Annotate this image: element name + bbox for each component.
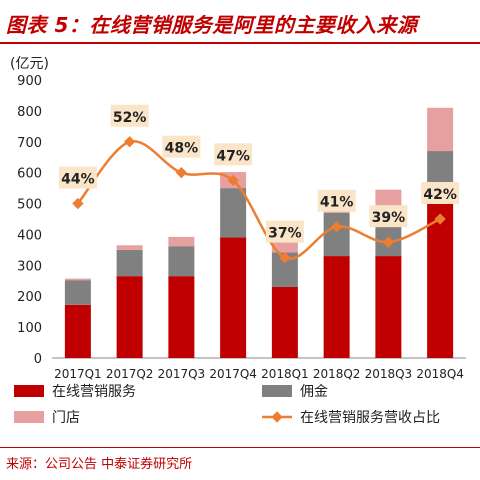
x-tick-label: 2018Q3 xyxy=(365,367,413,381)
x-tick-label: 2018Q4 xyxy=(416,367,464,381)
legend-store-swatch xyxy=(14,411,44,423)
bar-online-marketing xyxy=(375,256,402,358)
bar-store xyxy=(116,245,143,250)
y-axis-unit-label: (亿元) xyxy=(10,56,49,72)
ratio-label-bg xyxy=(162,135,201,158)
bar-commission xyxy=(220,188,247,238)
ratio-point xyxy=(434,213,446,225)
footer-divider xyxy=(0,447,480,448)
y-tick-label: 200 xyxy=(17,290,42,305)
ratio-point xyxy=(123,136,136,148)
y-tick-label: 0 xyxy=(34,352,42,367)
ratio-data-label: 37% xyxy=(268,226,302,242)
source-note: 来源：公司公告 中泰证券研究所 xyxy=(6,457,193,472)
ratio-data-label: 52% xyxy=(113,110,147,126)
ratio-label-bg xyxy=(317,189,356,212)
y-tick-label: 100 xyxy=(17,321,42,336)
y-tick-label: 900 xyxy=(17,74,42,89)
x-tick-label: 2017Q1 xyxy=(54,367,102,381)
y-tick-label: 400 xyxy=(17,228,42,243)
legend-online-marketing-label: 在线营销服务 xyxy=(52,384,136,400)
ratio-point xyxy=(279,251,291,264)
ratio-data-label: 47% xyxy=(216,148,250,164)
ratio-data-label: 48% xyxy=(165,141,199,157)
chart: (亿元) 0 100 200 300 400 500 600 700 800 900 2017Q1 20… xyxy=(10,56,466,426)
ratio-point xyxy=(175,167,188,179)
x-tick-label: 2017Q4 xyxy=(209,367,257,381)
legend-online-marketing-swatch xyxy=(14,385,44,397)
ratio-point xyxy=(382,236,395,248)
bar-store xyxy=(168,236,195,247)
y-tick-label: 300 xyxy=(17,259,42,274)
ratio-label-bg xyxy=(421,182,460,204)
x-tick-label: 2018Q2 xyxy=(313,367,361,381)
y-tick-label: 700 xyxy=(17,136,42,151)
ratio-label-bg xyxy=(265,220,304,243)
ratio-label-bg xyxy=(110,104,149,127)
bar-store xyxy=(427,107,454,152)
chart-title: 图表 5：在线营销服务是阿里的主要收入来源 xyxy=(6,13,418,37)
ratio-label-bg xyxy=(58,166,97,189)
y-tick-label: 800 xyxy=(17,105,42,120)
bar-online-marketing xyxy=(220,237,247,358)
x-tick-label: 2017Q3 xyxy=(158,367,206,381)
bar-online-marketing xyxy=(116,276,143,358)
bar-online-marketing xyxy=(323,256,350,358)
ratio-data-label: 41% xyxy=(320,195,354,211)
ratio-data-label: 44% xyxy=(61,172,95,188)
bar-online-marketing xyxy=(427,203,454,358)
legend-store-label: 门店 xyxy=(52,410,80,426)
bar-store xyxy=(64,278,91,281)
legend-commission-label: 佣金 xyxy=(300,384,328,400)
legend-ratio-marker xyxy=(271,411,283,423)
ratio-point xyxy=(330,221,343,233)
y-tick-label: 600 xyxy=(17,167,42,182)
title-bar: 图表 5：在线营销服务是阿里的主要收入来源 xyxy=(0,0,480,44)
x-tick-label: 2017Q2 xyxy=(106,367,154,381)
ratio-data-label: 39% xyxy=(372,210,406,226)
bar-commission xyxy=(64,280,91,305)
legend-commission-swatch xyxy=(262,385,292,397)
bar-commission xyxy=(323,212,350,257)
bar-online-marketing xyxy=(271,286,298,358)
ratio-data-label: 42% xyxy=(423,187,457,203)
bar-commission xyxy=(116,249,143,277)
x-tick-label: 2018Q1 xyxy=(261,367,309,381)
bar-online-marketing xyxy=(168,276,195,358)
legend-ratio-label: 在线营销服务营收占比 xyxy=(300,410,440,426)
ratio-point xyxy=(227,174,239,187)
ratio-label-bg xyxy=(369,205,408,228)
bar-commission xyxy=(168,246,195,277)
ratio-label-bg xyxy=(214,143,253,166)
y-tick-label: 500 xyxy=(17,198,42,213)
bar-online-marketing xyxy=(64,304,91,358)
